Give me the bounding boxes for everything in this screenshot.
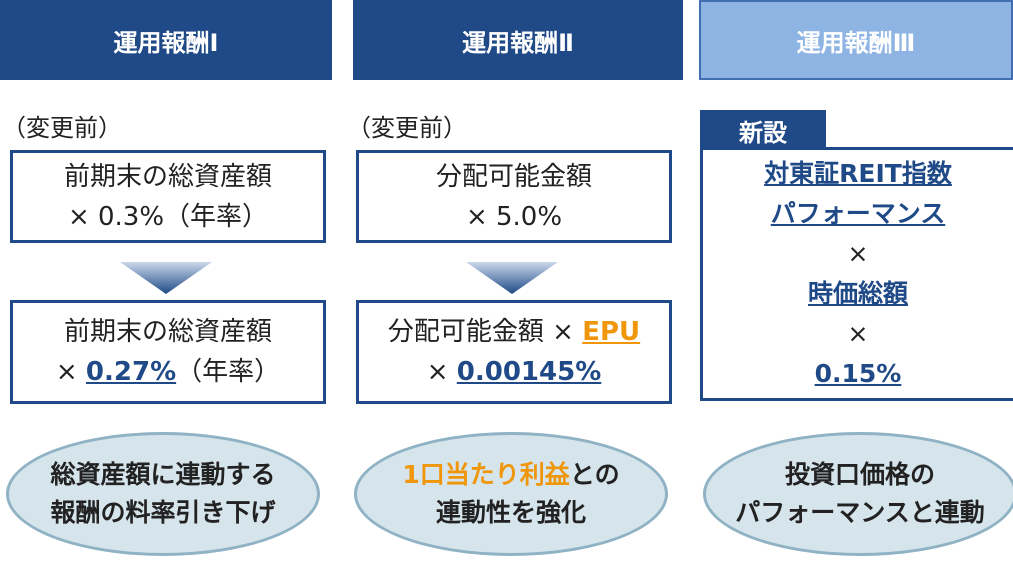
arrow bbox=[466, 262, 558, 294]
bubble: 投資口価格の パフォーマンスと連動 bbox=[703, 432, 1013, 556]
text: 前期末の総資産額 bbox=[63, 161, 272, 192]
bubble: 1口当たり利益との 連動性を強化 bbox=[354, 432, 668, 556]
text: 連動性を強化 bbox=[435, 498, 586, 527]
text: 時価総額 bbox=[807, 279, 908, 308]
note: （変更前） bbox=[2, 114, 122, 142]
box: 対東証REIT指数 パフォーマンス × 時価総額 × 0.15% bbox=[700, 147, 1013, 401]
text: 前期末の総資産額 bbox=[63, 317, 272, 347]
rate: 0.27% bbox=[85, 357, 177, 387]
epu: EPU bbox=[582, 317, 641, 347]
text: （年率） bbox=[176, 357, 281, 387]
header: 運用報酬Ⅲ bbox=[699, 0, 1013, 80]
text: パフォーマンス bbox=[770, 199, 946, 228]
rate: 0.00145% bbox=[456, 357, 602, 387]
line: 分配可能金額 × EPU bbox=[359, 312, 669, 352]
text: との bbox=[569, 460, 620, 489]
text: 対東証REIT指数 bbox=[764, 159, 952, 188]
tag: 新設 bbox=[700, 110, 826, 150]
text: × 0.3%（年率） bbox=[67, 201, 269, 232]
header: 運用報酬Ⅱ bbox=[353, 0, 683, 80]
box: 前期末の総資産額 × 0.27%（年率） bbox=[10, 300, 326, 404]
text: 投資口価格の bbox=[784, 460, 935, 489]
text: 報酬の料率引き下げ bbox=[50, 498, 276, 527]
text: × bbox=[426, 357, 457, 387]
text: × bbox=[847, 319, 869, 348]
text: 総資産額に連動する bbox=[50, 460, 276, 489]
text: 分配可能金額 × bbox=[387, 317, 583, 347]
text: × bbox=[55, 357, 86, 387]
text: 1口当たり利益 bbox=[402, 460, 570, 489]
text: × 5.0% bbox=[465, 201, 563, 232]
text: 分配可能金額 bbox=[435, 161, 592, 192]
box: 分配可能金額 × EPU × 0.00145% bbox=[356, 300, 672, 404]
box: 前期末の総資産額 × 0.3%（年率） bbox=[10, 150, 326, 243]
note: （変更前） bbox=[347, 114, 467, 142]
text: 0.15% bbox=[814, 359, 902, 388]
line: × 0.00145% bbox=[359, 352, 669, 392]
text: × bbox=[847, 239, 869, 268]
line: 1口当たり利益との bbox=[357, 456, 665, 494]
arrow bbox=[120, 262, 212, 294]
text: パフォーマンスと連動 bbox=[735, 498, 985, 527]
box: 分配可能金額 × 5.0% bbox=[356, 150, 672, 243]
bubble: 総資産額に連動する 報酬の料率引き下げ bbox=[6, 432, 320, 556]
line: × 0.27%（年率） bbox=[13, 352, 323, 392]
header: 運用報酬Ⅰ bbox=[0, 0, 332, 80]
